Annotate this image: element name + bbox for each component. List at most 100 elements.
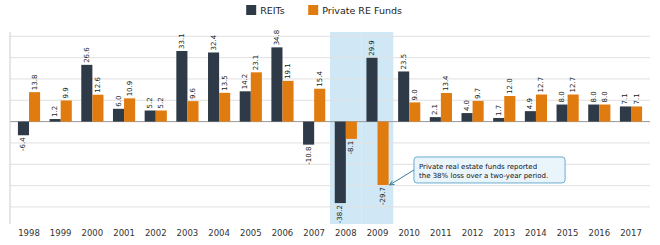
data-label: 9.7 — [474, 88, 482, 99]
bar — [568, 95, 579, 122]
data-label: 23.1 — [252, 55, 260, 71]
data-label: 2.1 — [431, 104, 439, 115]
legend-swatch — [246, 5, 256, 15]
data-label: 13.4 — [442, 75, 450, 91]
bar — [599, 105, 610, 122]
data-label: -8.1 — [347, 141, 355, 155]
data-label: 4.9 — [526, 98, 534, 109]
annotation-box — [414, 157, 565, 183]
grid-line — [10, 185, 650, 186]
data-label: 29.9 — [368, 40, 376, 56]
annotation-line: Private real estate funds reported — [419, 163, 537, 171]
data-label: -10.8 — [305, 147, 313, 165]
x-tick-label: 2007 — [303, 228, 325, 238]
data-label: 9.9 — [62, 87, 70, 98]
data-label: 15.4 — [316, 71, 324, 87]
annotation-line: the 38% loss over a two-year period. — [419, 172, 548, 180]
data-label: -29.7 — [379, 187, 387, 205]
data-label: -38.2 — [336, 205, 344, 223]
highlight-band — [330, 32, 362, 224]
bar — [557, 105, 568, 122]
grid-line — [10, 206, 650, 207]
bar — [430, 117, 441, 121]
bar — [335, 122, 346, 203]
bar — [398, 71, 409, 121]
bar — [251, 72, 262, 121]
x-tick-label: 2017 — [620, 228, 642, 238]
data-label: 8.0 — [601, 91, 609, 102]
bar — [113, 109, 124, 122]
data-label: 4.0 — [463, 100, 471, 111]
x-tick-label: 2015 — [557, 228, 579, 238]
bars — [18, 47, 642, 203]
bar — [441, 93, 452, 122]
bar — [145, 111, 156, 122]
bar — [314, 89, 325, 122]
x-tick-label: 2008 — [335, 228, 357, 238]
x-tick-label: 2006 — [272, 228, 294, 238]
bar — [473, 101, 484, 122]
x-tick-label: 2000 — [82, 228, 104, 238]
data-label: 9.0 — [411, 89, 419, 100]
bar — [240, 91, 251, 121]
bar — [18, 122, 29, 136]
bar — [29, 92, 40, 121]
bar — [378, 122, 389, 185]
bar — [50, 119, 61, 122]
x-tick-label: 2009 — [367, 228, 389, 238]
bar — [187, 101, 198, 121]
legend: REITs Private RE Funds — [246, 5, 402, 16]
x-tick-label: 2010 — [398, 228, 420, 238]
legend-swatch — [308, 5, 318, 15]
data-label: 12.6 — [94, 77, 102, 93]
data-label: 5.2 — [157, 97, 165, 108]
bar — [303, 122, 314, 145]
bar — [271, 47, 282, 121]
grid-line — [10, 78, 650, 79]
data-label: 33.1 — [178, 33, 186, 49]
x-tick-label: 2002 — [145, 228, 167, 238]
bar — [493, 118, 504, 122]
bar — [219, 93, 230, 122]
data-label: 12.7 — [569, 77, 577, 93]
data-label: 14.2 — [241, 74, 249, 90]
data-label: 26.6 — [83, 47, 91, 63]
data-label: 1.7 — [495, 105, 503, 116]
data-label: 7.1 — [633, 93, 641, 104]
bar — [536, 95, 547, 122]
x-tick-label: 2001 — [113, 228, 135, 238]
x-tick-label: 2016 — [588, 228, 610, 238]
bar — [208, 52, 219, 121]
bar — [461, 113, 472, 122]
data-label: 13.5 — [221, 75, 229, 91]
bar — [81, 65, 92, 122]
x-tick-label: 2005 — [240, 228, 262, 238]
legend-label: Private RE Funds — [322, 5, 402, 16]
data-label: 8.0 — [558, 91, 566, 102]
grid-line — [10, 100, 650, 101]
bar — [156, 111, 167, 122]
bar — [631, 106, 642, 121]
bar — [346, 122, 357, 139]
annotation-arrowhead — [390, 181, 395, 185]
legend-label: REITs — [260, 5, 285, 16]
data-label: 10.9 — [126, 81, 134, 97]
bar — [504, 96, 515, 122]
data-label: 12.0 — [506, 78, 514, 94]
bar — [61, 100, 72, 121]
data-label: 6.0 — [115, 96, 123, 107]
data-label: 13.8 — [31, 75, 39, 91]
data-label: 23.5 — [400, 54, 408, 70]
x-tick-label: 2012 — [462, 228, 484, 238]
grid-line — [10, 121, 650, 122]
bar — [176, 51, 187, 122]
bar — [588, 105, 599, 122]
chart: -6.41.226.66.05.233.132.414.234.8-10.8-3… — [0, 0, 660, 245]
data-label: 5.2 — [146, 97, 154, 108]
x-tick-label: 2013 — [493, 228, 515, 238]
data-label: 19.1 — [284, 63, 292, 79]
bar — [124, 98, 135, 121]
data-label: -6.4 — [19, 137, 27, 151]
data-label: 8.0 — [590, 91, 598, 102]
data-label: 32.4 — [210, 34, 218, 50]
